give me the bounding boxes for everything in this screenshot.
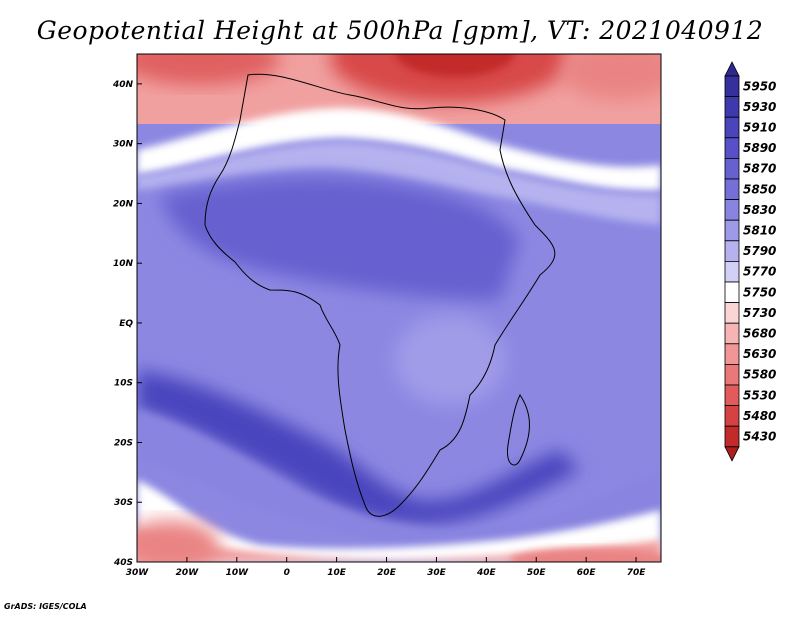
- colorbar-top-arrow: [724, 61, 740, 77]
- colorbar-swatch: [724, 219, 740, 242]
- colorbar-swatch: [724, 116, 740, 139]
- lon-tick-label: 40E: [476, 568, 497, 578]
- lat-tick-label: 20S: [114, 438, 133, 448]
- colorbar-label: 5480: [743, 409, 776, 423]
- footer-credit: GrADS: IGES/COLA: [4, 602, 87, 611]
- lat-tick-label: 30N: [113, 140, 134, 150]
- colorbar-swatch: [724, 157, 740, 180]
- colorbar-swatch: [724, 302, 740, 324]
- lon-tick-label: 0: [284, 568, 290, 578]
- colorbar-swatch: [724, 75, 740, 98]
- lat-tick-label: 30S: [114, 498, 133, 508]
- colorbar-label: 5850: [743, 182, 776, 196]
- colorbar-swatch: [724, 281, 740, 304]
- lat-tick-label: 40N: [112, 80, 134, 90]
- lat-tick-label: 10S: [114, 379, 133, 389]
- chart-title: Geopotential Height at 500hPa [gpm], VT:…: [36, 16, 764, 45]
- colorbar-swatch: [724, 137, 740, 159]
- lat-tick-label: 20N: [113, 199, 134, 209]
- lon-tick-label: 20E: [377, 568, 397, 578]
- lon-tick-label: 20W: [176, 568, 200, 578]
- colorbar-label: 5680: [743, 327, 776, 341]
- coastline: [204, 73, 556, 517]
- lon-tick-label: 50E: [527, 568, 547, 578]
- colorbar-swatch: [724, 384, 740, 407]
- colorbar-label: 5930: [743, 100, 776, 114]
- colorbar-label: 5890: [743, 141, 776, 155]
- colorbar-swatch: [724, 363, 740, 386]
- geopotential-shading: [137, 54, 661, 562]
- colorbar-swatch: [724, 178, 740, 201]
- colorbar-swatch: [724, 260, 740, 283]
- colorbar: 5950 5930 5910 5890 5870 5850 5830 5810 5790 5770…: [724, 61, 776, 462]
- colorbar-swatch: [724, 199, 740, 221]
- colorbar-label: 5830: [743, 203, 776, 217]
- axis-ticks: 30W 20W 10W 0 10E 20E 30E 40E 50E 60E 70E 40N 30N 20N…: [112, 80, 646, 578]
- lon-tick-label: 10E: [327, 568, 347, 578]
- colorbar-label: 5530: [743, 388, 776, 402]
- lon-tick-label: 60E: [577, 568, 597, 578]
- colorbar-label: 5870: [743, 162, 776, 176]
- lon-tick-label: 30E: [427, 568, 447, 578]
- lon-tick-label: 30W: [126, 568, 150, 578]
- colorbar-swatch: [724, 425, 740, 448]
- colorbar-label: 5910: [743, 121, 776, 135]
- colorbar-swatch: [724, 322, 740, 345]
- colorbar-label: 5580: [743, 368, 776, 382]
- colorbar-label: 5810: [743, 224, 776, 238]
- colorbar-label: 5630: [743, 347, 776, 361]
- lat-tick-label: 40S: [113, 558, 133, 568]
- colorbar-bottom-arrow: [724, 446, 740, 462]
- lat-tick-label: 10N: [113, 259, 134, 269]
- colorbar-swatch: [724, 96, 740, 118]
- colorbar-label: 5730: [743, 306, 776, 320]
- colorbar-swatch: [724, 343, 740, 365]
- colorbar-label: 5750: [743, 285, 776, 299]
- map-frame: [136, 53, 662, 563]
- lat-tick-label: EQ: [119, 319, 133, 329]
- colorbar-label: 5430: [743, 430, 776, 444]
- lon-tick-label: 10W: [226, 568, 250, 578]
- colorbar-swatch: [724, 405, 740, 427]
- colorbar-label: 5790: [743, 244, 776, 258]
- colorbar-swatch: [724, 240, 740, 262]
- colorbar-label: 5770: [743, 265, 776, 279]
- lon-tick-label: 70E: [627, 568, 647, 578]
- colorbar-label: 5950: [743, 79, 776, 93]
